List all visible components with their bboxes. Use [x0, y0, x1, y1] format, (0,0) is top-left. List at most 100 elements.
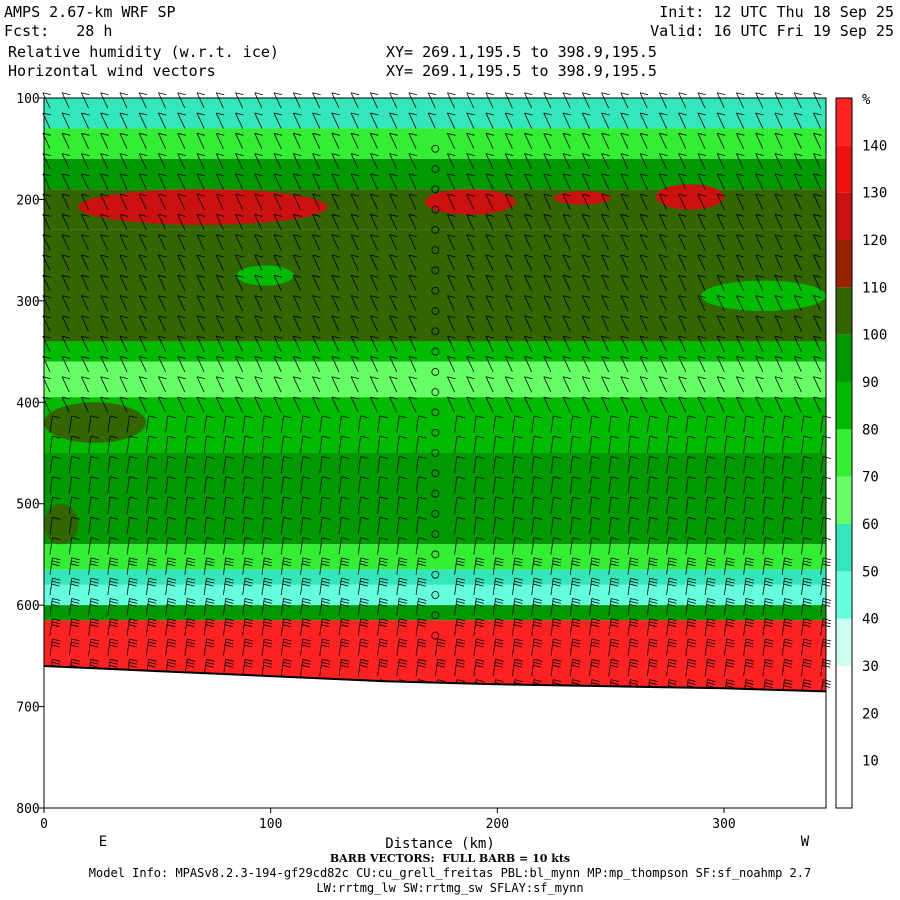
barb-flag [687, 641, 696, 645]
wind-barb [369, 173, 379, 190]
barb-flag [225, 601, 234, 604]
barb-flag [186, 664, 195, 668]
barb-staff [319, 456, 323, 474]
wind-barb [447, 315, 456, 332]
wind-barb [492, 577, 504, 596]
barb-flag [803, 560, 812, 564]
barb-staff [793, 376, 802, 393]
barb-staff [793, 335, 802, 352]
barb-flag [128, 621, 138, 625]
barb-flag [629, 583, 638, 587]
barb-flag [659, 356, 668, 359]
barb-staff [369, 173, 378, 190]
barb-staff [61, 356, 70, 373]
wind-barb [704, 456, 716, 474]
barb-staff [562, 254, 571, 271]
barb-flag [301, 583, 311, 587]
barb-staff [504, 396, 513, 413]
barb-flag [81, 173, 90, 177]
barb-staff [666, 659, 670, 677]
barb-flag [475, 604, 484, 607]
barb-flag [331, 295, 340, 298]
barb-flag [494, 661, 504, 665]
barb-flag [456, 560, 465, 564]
wind-barb [215, 376, 225, 393]
barb-flag [129, 456, 138, 459]
barb-flag [590, 563, 600, 567]
wind-barb [743, 577, 755, 596]
barb-staff [331, 335, 340, 352]
barb-staff [138, 315, 147, 332]
wind-barb [569, 598, 581, 616]
calm-circle [431, 205, 440, 214]
barb-flag [476, 557, 485, 561]
barb-staff [723, 618, 728, 636]
barb-flag [668, 435, 677, 439]
wind-barb [61, 315, 71, 332]
barb-staff [646, 415, 651, 433]
barb-flag [802, 644, 812, 648]
barb-flag [350, 315, 360, 319]
barb-staff [504, 376, 513, 393]
barb-staff [49, 578, 53, 596]
wind-barb [415, 415, 427, 433]
wind-barb [49, 456, 61, 474]
barb-flag [610, 661, 619, 665]
barb-flag [485, 274, 495, 278]
wind-barb [774, 92, 784, 109]
barb-staff [184, 578, 188, 596]
wind-barb [235, 274, 244, 291]
barb-flag [552, 563, 561, 567]
barb-flag [283, 621, 292, 625]
barb-staff [369, 193, 378, 210]
barb-flag [235, 376, 244, 380]
wind-barb [357, 658, 369, 677]
wind-barb [68, 456, 80, 474]
barb-staff [562, 92, 571, 109]
barb-staff [646, 476, 651, 494]
barb-staff [350, 173, 359, 190]
barb-flag [707, 496, 716, 500]
barb-staff [184, 517, 188, 535]
barb-staff [100, 396, 109, 413]
wind-barb [512, 476, 523, 494]
wind-barb [492, 496, 504, 514]
barb-flag [543, 92, 552, 96]
wind-barb [88, 598, 99, 616]
wind-barb [666, 618, 677, 636]
barb-flag [764, 604, 773, 607]
wind-barb [562, 396, 572, 413]
barb-flag [736, 376, 745, 380]
barb-staff [223, 618, 227, 636]
barb-flag [476, 456, 485, 459]
wind-barb [504, 335, 514, 352]
barb-flag [697, 132, 706, 136]
wind-barb [49, 435, 61, 454]
wind-barb [261, 638, 273, 656]
barb-flag [543, 315, 552, 319]
barb-flag [216, 132, 225, 136]
barb-flag [745, 577, 755, 581]
barb-staff [685, 517, 689, 535]
wind-barb [781, 456, 793, 474]
barb-flag [109, 621, 118, 625]
barb-flag [476, 618, 485, 622]
barb-flag [572, 580, 581, 584]
barb-staff [781, 415, 785, 433]
barb-flag [244, 435, 254, 439]
wind-barb [389, 132, 398, 149]
wind-barb [531, 476, 543, 494]
barb-staff [215, 275, 224, 291]
barb-staff [292, 396, 301, 413]
barb-flag [312, 396, 321, 400]
barb-staff [292, 315, 301, 332]
barb-flag [167, 658, 177, 662]
barb-flag [302, 537, 311, 540]
wind-barb [743, 516, 755, 535]
barb-flag [524, 254, 533, 258]
barb-flag [543, 112, 552, 116]
barb-flag [70, 624, 79, 628]
barb-flag [360, 661, 369, 665]
barb-flag [572, 641, 581, 645]
